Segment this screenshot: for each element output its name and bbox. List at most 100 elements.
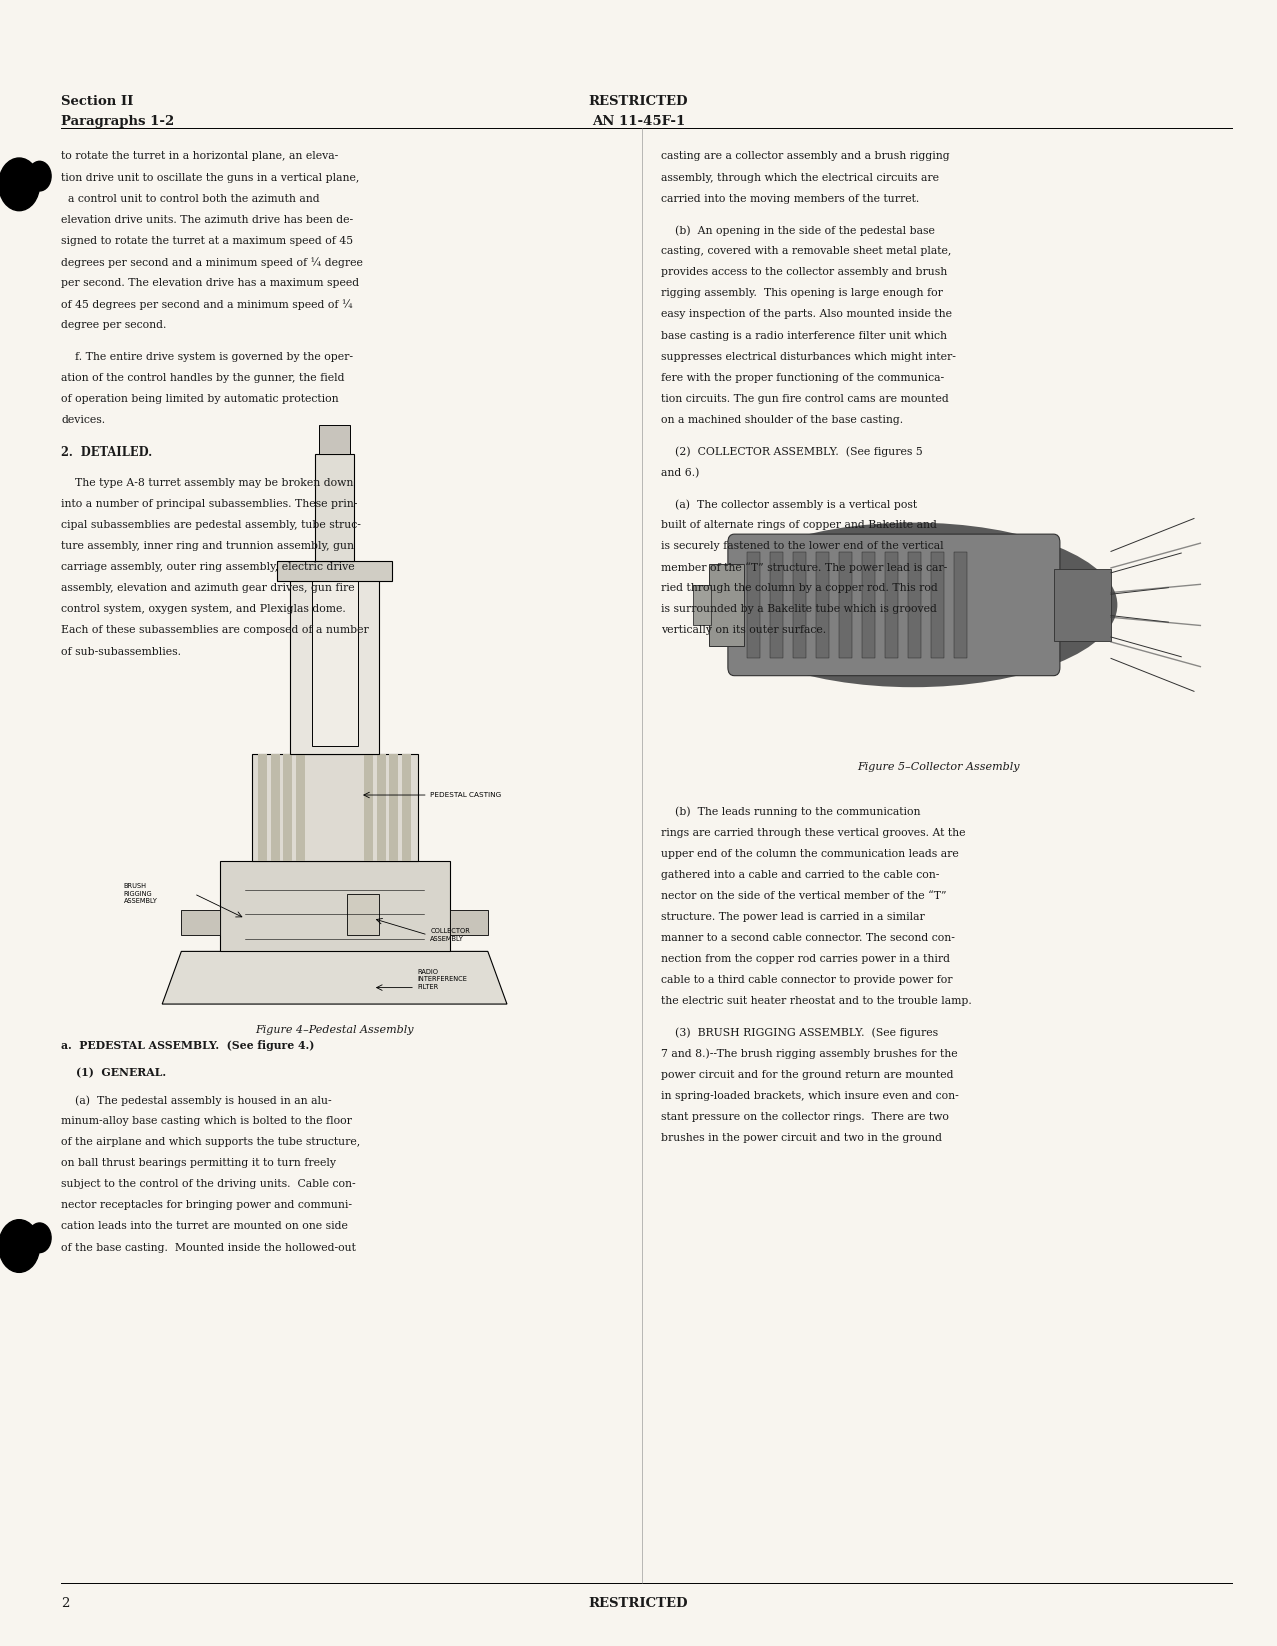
Text: COLLECTOR
ASSEMBLY: COLLECTOR ASSEMBLY — [430, 928, 470, 942]
Text: (a)  The collector assembly is a vertical post: (a) The collector assembly is a vertical… — [661, 499, 918, 510]
Text: rings are carried through these vertical grooves. At the: rings are carried through these vertical… — [661, 828, 965, 838]
Text: (a)  The pedestal assembly is housed in an alu-: (a) The pedestal assembly is housed in a… — [61, 1095, 332, 1106]
Bar — [347, 894, 379, 935]
Text: (1)  GENERAL.: (1) GENERAL. — [61, 1068, 166, 1078]
Bar — [793, 553, 806, 658]
Text: AN 11-45F-1: AN 11-45F-1 — [591, 115, 686, 128]
Bar — [402, 754, 411, 861]
Bar — [277, 561, 392, 581]
Bar — [271, 754, 280, 861]
Text: (2)  COLLECTOR ASSEMBLY.  (See figures 5: (2) COLLECTOR ASSEMBLY. (See figures 5 — [661, 446, 923, 458]
Text: to rotate the turret in a horizontal plane, an eleva-: to rotate the turret in a horizontal pla… — [61, 151, 338, 161]
Text: (b)  The leads running to the communication: (b) The leads running to the communicati… — [661, 807, 921, 816]
Text: structure. The power lead is carried in a similar: structure. The power lead is carried in … — [661, 912, 926, 922]
Text: carriage assembly, outer ring assembly, electric drive: carriage assembly, outer ring assembly, … — [61, 563, 355, 573]
Text: RADIO
INTERFERENCE
FILTER: RADIO INTERFERENCE FILTER — [418, 969, 467, 989]
Polygon shape — [162, 951, 507, 1004]
Text: RESTRICTED: RESTRICTED — [589, 1597, 688, 1610]
Bar — [252, 754, 418, 861]
Text: is surrounded by a Bakelite tube which is grooved: is surrounded by a Bakelite tube which i… — [661, 604, 937, 614]
Text: a control unit to control both the azimuth and: a control unit to control both the azimu… — [61, 194, 321, 204]
Text: cation leads into the turret are mounted on one side: cation leads into the turret are mounted… — [61, 1221, 349, 1231]
Text: in spring-loaded brackets, which insure even and con-: in spring-loaded brackets, which insure … — [661, 1091, 959, 1101]
Text: the electric suit heater rheostat and to the trouble lamp.: the electric suit heater rheostat and to… — [661, 996, 972, 1006]
Text: base casting is a radio interference filter unit which: base casting is a radio interference fil… — [661, 331, 948, 341]
Bar — [450, 910, 488, 935]
Text: gathered into a cable and carried to the cable con-: gathered into a cable and carried to the… — [661, 869, 940, 879]
Bar — [862, 553, 875, 658]
Text: rigging assembly.  This opening is large enough for: rigging assembly. This opening is large … — [661, 288, 944, 298]
Text: degree per second.: degree per second. — [61, 319, 167, 329]
Text: carried into the moving members of the turret.: carried into the moving members of the t… — [661, 194, 919, 204]
Text: upper end of the column the communication leads are: upper end of the column the communicatio… — [661, 849, 959, 859]
Text: of operation being limited by automatic protection: of operation being limited by automatic … — [61, 393, 338, 403]
Ellipse shape — [709, 523, 1117, 688]
Bar — [296, 754, 305, 861]
FancyBboxPatch shape — [728, 533, 1060, 677]
Text: assembly, through which the electrical circuits are: assembly, through which the electrical c… — [661, 173, 940, 183]
Text: is securely fastened to the lower end of the vertical: is securely fastened to the lower end of… — [661, 542, 944, 551]
Text: stant pressure on the collector rings.  There are two: stant pressure on the collector rings. T… — [661, 1113, 949, 1123]
Text: RESTRICTED: RESTRICTED — [589, 95, 688, 109]
Text: Section II: Section II — [61, 95, 134, 109]
Text: The type A-8 turret assembly may be broken down: The type A-8 turret assembly may be brok… — [61, 477, 354, 487]
Bar — [315, 454, 354, 561]
Text: Figure 4–Pedestal Assembly: Figure 4–Pedestal Assembly — [255, 1025, 414, 1035]
Text: easy inspection of the parts. Also mounted inside the: easy inspection of the parts. Also mount… — [661, 309, 953, 319]
Bar — [693, 584, 711, 625]
Text: on a machined shoulder of the base casting.: on a machined shoulder of the base casti… — [661, 415, 904, 425]
Circle shape — [28, 1223, 51, 1253]
Text: and 6.): and 6.) — [661, 467, 700, 477]
Text: of 45 degrees per second and a minimum speed of ¼: of 45 degrees per second and a minimum s… — [61, 300, 352, 309]
Bar — [747, 553, 760, 658]
Text: cable to a third cable connector to provide power for: cable to a third cable connector to prov… — [661, 974, 953, 984]
Text: of sub-subassemblies.: of sub-subassemblies. — [61, 647, 181, 657]
Text: control system, oxygen system, and Plexiglas dome.: control system, oxygen system, and Plexi… — [61, 604, 346, 614]
Text: a.  PEDESTAL ASSEMBLY.  (See figure 4.): a. PEDESTAL ASSEMBLY. (See figure 4.) — [61, 1040, 314, 1052]
Text: assembly, elevation and azimuth gear drives, gun fire: assembly, elevation and azimuth gear dri… — [61, 583, 355, 593]
Text: of the airplane and which supports the tube structure,: of the airplane and which supports the t… — [61, 1137, 360, 1147]
Text: member of the “T” structure. The power lead is car-: member of the “T” structure. The power l… — [661, 563, 948, 573]
Text: per second. The elevation drive has a maximum speed: per second. The elevation drive has a ma… — [61, 278, 359, 288]
Bar — [220, 861, 450, 951]
Bar — [1054, 570, 1111, 642]
Bar — [312, 581, 358, 746]
Text: on ball thrust bearings permitting it to turn freely: on ball thrust bearings permitting it to… — [61, 1159, 336, 1169]
Circle shape — [0, 158, 40, 211]
Bar — [389, 754, 398, 861]
Text: nection from the copper rod carries power in a third: nection from the copper rod carries powe… — [661, 955, 950, 965]
Text: devices.: devices. — [61, 415, 106, 425]
Text: signed to rotate the turret at a maximum speed of 45: signed to rotate the turret at a maximum… — [61, 235, 354, 245]
Text: tion circuits. The gun fire control cams are mounted: tion circuits. The gun fire control cams… — [661, 393, 949, 403]
Bar — [290, 573, 379, 754]
Text: elevation drive units. The azimuth drive has been de-: elevation drive units. The azimuth drive… — [61, 214, 354, 224]
Bar — [319, 425, 350, 454]
Text: provides access to the collector assembly and brush: provides access to the collector assembl… — [661, 267, 948, 277]
Text: PEDESTAL CASTING: PEDESTAL CASTING — [430, 792, 502, 798]
Text: of the base casting.  Mounted inside the hollowed-out: of the base casting. Mounted inside the … — [61, 1243, 356, 1253]
Text: casting, covered with a removable sheet metal plate,: casting, covered with a removable sheet … — [661, 247, 951, 257]
Bar — [258, 754, 267, 861]
Bar — [885, 553, 898, 658]
Text: vertically on its outer surface.: vertically on its outer surface. — [661, 625, 826, 635]
Bar — [839, 553, 852, 658]
Text: tion drive unit to oscillate the guns in a vertical plane,: tion drive unit to oscillate the guns in… — [61, 173, 360, 183]
Text: BRUSH
RIGGING
ASSEMBLY: BRUSH RIGGING ASSEMBLY — [124, 884, 158, 904]
Text: f. The entire drive system is governed by the oper-: f. The entire drive system is governed b… — [61, 352, 354, 362]
Text: 2: 2 — [61, 1597, 70, 1610]
Text: ture assembly, inner ring and trunnion assembly, gun: ture assembly, inner ring and trunnion a… — [61, 542, 354, 551]
Text: nector on the side of the vertical member of the “T”: nector on the side of the vertical membe… — [661, 890, 948, 900]
Text: manner to a second cable connector. The second con-: manner to a second cable connector. The … — [661, 933, 955, 943]
Text: suppresses electrical disturbances which might inter-: suppresses electrical disturbances which… — [661, 352, 956, 362]
Text: minum-alloy base casting which is bolted to the floor: minum-alloy base casting which is bolted… — [61, 1116, 352, 1126]
Text: (b)  An opening in the side of the pedestal base: (b) An opening in the side of the pedest… — [661, 226, 935, 235]
Bar — [283, 754, 292, 861]
Text: ation of the control handles by the gunner, the field: ation of the control handles by the gunn… — [61, 372, 345, 382]
Text: (3)  BRUSH RIGGING ASSEMBLY.  (See figures: (3) BRUSH RIGGING ASSEMBLY. (See figures — [661, 1027, 939, 1039]
Bar — [931, 553, 944, 658]
Circle shape — [0, 1220, 40, 1272]
Text: 2.  DETAILED.: 2. DETAILED. — [61, 446, 152, 459]
Text: subject to the control of the driving units.  Cable con-: subject to the control of the driving un… — [61, 1179, 356, 1190]
Text: fere with the proper functioning of the communica-: fere with the proper functioning of the … — [661, 372, 945, 382]
Text: power circuit and for the ground return are mounted: power circuit and for the ground return … — [661, 1070, 954, 1080]
